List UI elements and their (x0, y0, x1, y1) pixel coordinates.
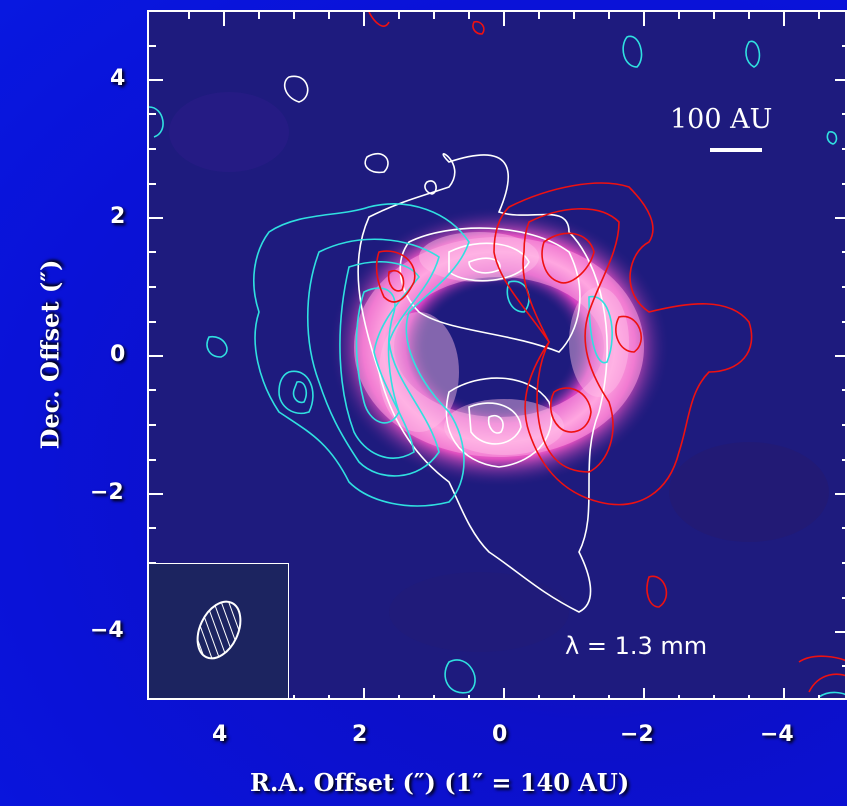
x-axis-title: R.A. Offset (″) (1″ = 140 AU) (250, 768, 630, 797)
scalebar-line (710, 148, 762, 152)
y-tick-label: 4 (110, 66, 126, 91)
y-tick-label: −4 (90, 618, 124, 643)
red-contours (368, 12, 845, 693)
x-tick-label: −4 (760, 722, 794, 747)
scalebar-label: 100 AU (670, 104, 773, 135)
x-tick-label: 0 (492, 722, 508, 747)
hatched-ellipse-icon (196, 600, 242, 660)
axis-ticks (149, 12, 845, 698)
white-contours (283, 75, 608, 613)
x-tick-label: 2 (352, 722, 368, 747)
beam-inset (148, 563, 289, 699)
wavelength-label: λ = 1.3 mm (565, 632, 708, 660)
x-tick-label: 4 (212, 722, 228, 747)
x-tick-label: −2 (620, 722, 654, 747)
y-axis-title: Dec. Offset (″) (35, 259, 65, 450)
y-tick-label: 0 (110, 342, 126, 367)
cyan-contours (149, 35, 845, 698)
y-tick-label: 2 (110, 204, 126, 229)
y-tick-label: −2 (90, 480, 124, 505)
